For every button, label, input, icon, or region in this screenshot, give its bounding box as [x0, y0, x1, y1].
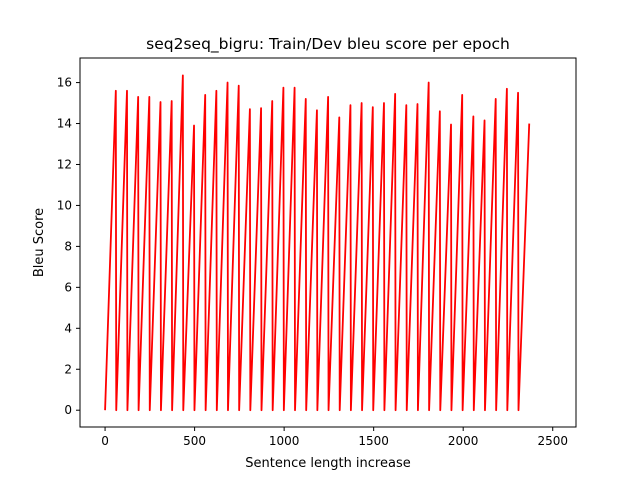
- x-axis-ticks: 0 500 1000 1500 2000 2500: [101, 427, 568, 448]
- series-layer: [104, 74, 531, 412]
- y-tick-label: 4: [64, 321, 72, 335]
- y-tick-label: 0: [64, 403, 72, 417]
- y-axis-label: Bleu Score: [32, 208, 47, 277]
- y-tick-label: 16: [57, 76, 72, 90]
- y-tick-label: 12: [57, 157, 72, 171]
- y-tick-label: 6: [64, 280, 72, 294]
- y-tick-label: 14: [57, 117, 72, 131]
- x-tick-label: 1000: [269, 434, 300, 448]
- x-tick-label: 2500: [537, 434, 568, 448]
- plot-frame: [79, 57, 577, 428]
- x-tick-label: 500: [183, 434, 206, 448]
- x-tick-label: 1500: [358, 434, 389, 448]
- y-tick-label: 2: [64, 362, 72, 376]
- chart-title: seq2seq_bigru: Train/Dev bleu score per …: [146, 35, 510, 54]
- x-tick-label: 2000: [448, 434, 479, 448]
- bleu-score-line: [104, 74, 531, 412]
- x-axis-label: Sentence length increase: [245, 456, 410, 471]
- y-tick-label: 8: [64, 239, 72, 253]
- y-axis-ticks: 0 2 4 6 8 10 12 14 16: [57, 76, 80, 417]
- x-tick-label: 0: [101, 434, 109, 448]
- y-tick-label: 10: [57, 198, 72, 212]
